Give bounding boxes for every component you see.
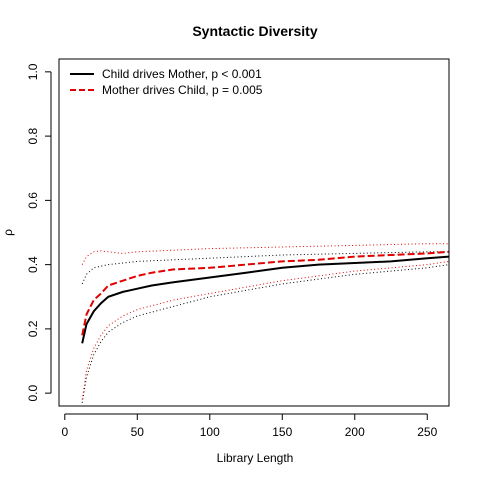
series-1-line (81, 250, 450, 336)
y-tick-label: 0.4 (26, 256, 40, 273)
x-axis-label: Library Length (217, 451, 294, 465)
chart-title: Syntactic Diversity (192, 23, 317, 39)
plot-frame (58, 58, 450, 407)
x-tick-label: 0 (61, 425, 68, 439)
legend-entry-mother-drives-child: Mother drives Child, p = 0.005 (102, 83, 263, 97)
confidence-bands (81, 243, 450, 403)
y-tick-label: 0.8 (26, 127, 40, 144)
legend-entry-child-drives-mother: Child drives Mother, p < 0.001 (102, 67, 262, 81)
y-tick-label: 1.0 (26, 63, 40, 80)
series-0-band-lower (81, 264, 450, 403)
y-axis: 0.0 0.2 0.4 0.6 0.8 1.0 (26, 63, 52, 401)
y-tick-label: 0.2 (26, 320, 40, 337)
y-tick-label: 0.0 (26, 384, 40, 401)
x-axis: 0 50 100 150 200 250 (61, 413, 438, 439)
series-1-band-upper (81, 243, 449, 265)
series-1-band-lower (81, 260, 450, 400)
x-tick-label: 100 (200, 425, 220, 439)
x-tick-label: 50 (131, 425, 145, 439)
series-0-line (81, 255, 450, 344)
x-tick-label: 250 (417, 425, 437, 439)
y-tick-label: 0.6 (26, 192, 40, 209)
legend: Child drives Mother, p < 0.001 Mother dr… (70, 67, 263, 97)
y-axis-label: ρ (1, 229, 15, 236)
series-lines (81, 250, 450, 344)
series-0-band-upper (81, 251, 449, 285)
x-tick-label: 200 (345, 425, 365, 439)
x-tick-label: 150 (272, 425, 292, 439)
